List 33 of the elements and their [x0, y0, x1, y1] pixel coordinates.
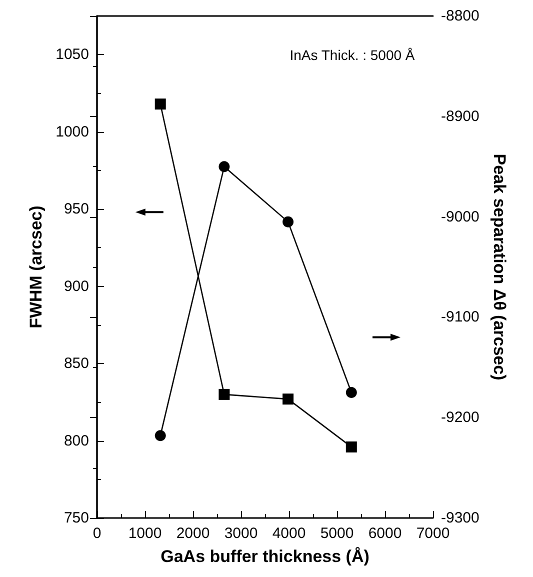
- y2-tick-label: -9100: [441, 308, 480, 326]
- y2-tick-label: -9300: [441, 510, 480, 526]
- point: [154, 430, 166, 442]
- y-tick-label: 1000: [56, 123, 89, 140]
- y2-tick-label: -9200: [441, 409, 480, 426]
- y-tick-label: 900: [64, 278, 89, 295]
- point: [282, 216, 294, 228]
- x-tick-label: 7000: [416, 525, 450, 542]
- x-tick-label: 0: [92, 525, 102, 542]
- x-tick-label: 6000: [368, 525, 402, 542]
- y2-axis-title: Peak separation Δθ (arcsec): [490, 154, 509, 380]
- x-tick-label: 4000: [272, 525, 306, 542]
- point: [282, 394, 294, 405]
- x-tick-label: 1000: [128, 525, 162, 542]
- x-axis-title: GaAs buffer thickness (Å): [160, 547, 370, 566]
- point: [218, 388, 230, 400]
- x-tick-label: 3000: [224, 525, 258, 542]
- point: [346, 387, 357, 398]
- x-tick-label: 5000: [320, 525, 354, 542]
- y2-tick-label: -8900: [441, 108, 480, 125]
- point: [346, 441, 357, 452]
- y2-tick-label: -9000: [441, 208, 480, 226]
- x-tick-label: 2000: [176, 525, 210, 542]
- y-tick-label: 1050: [56, 46, 89, 64]
- point: [218, 161, 230, 172]
- annotation: InAs Thick. : 5000 Å: [290, 47, 416, 63]
- y-tick-label: 950: [64, 200, 89, 218]
- y-tick-label: 800: [64, 432, 89, 450]
- y-tick-label: 750: [64, 510, 89, 526]
- y-axis-title: FWHM (arcsec): [26, 206, 46, 328]
- y-tick-label: 850: [64, 355, 89, 372]
- y2-tick-label: -8800: [441, 8, 480, 24]
- point: [154, 98, 166, 110]
